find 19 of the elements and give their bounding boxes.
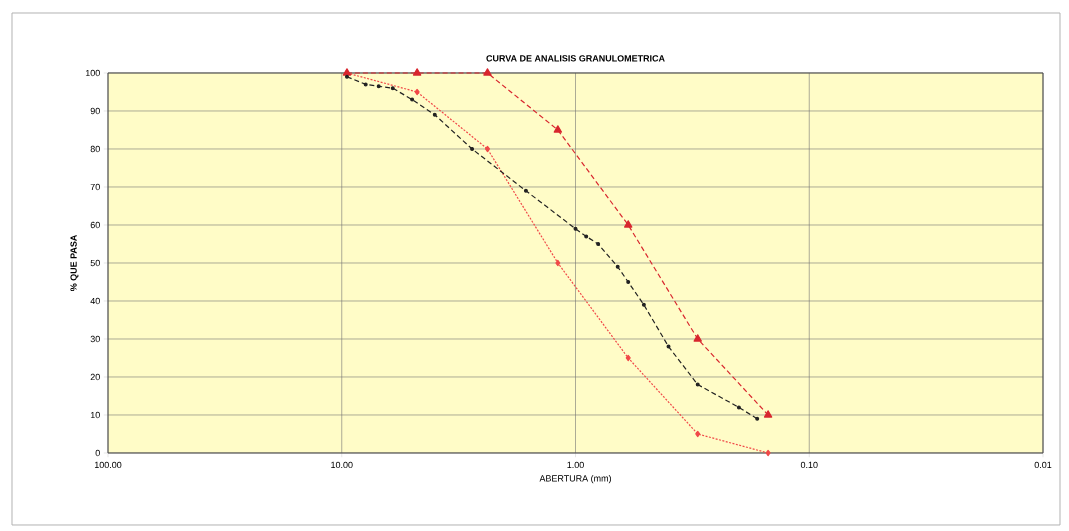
x-tick-label: 100.00 (94, 461, 122, 469)
y-tick-label: 20 (90, 373, 100, 381)
y-tick-label: 30 (90, 335, 100, 343)
y-tick-label: 0 (95, 449, 100, 457)
x-axis-title: ABERTURA (mm) (539, 474, 611, 484)
y-tick-label: 40 (90, 297, 100, 305)
y-tick-label: 10 (90, 411, 100, 419)
x-tick-label: 0.10 (800, 461, 818, 469)
y-axis-title: % QUE PASA (70, 234, 79, 292)
y-tick-label: 60 (90, 221, 100, 229)
y-tick-label: 50 (90, 259, 100, 267)
y-tick-label: 80 (90, 145, 100, 153)
y-tick-label: 90 (90, 107, 100, 115)
x-tick-label: 10.00 (331, 461, 353, 469)
x-tick-label: 1.00 (567, 461, 584, 469)
x-tick-label: 0.01 (1034, 461, 1052, 469)
chart-title: CURVA DE ANALISIS GRANULOMETRICA (486, 55, 665, 62)
y-tick-label: 70 (90, 183, 100, 191)
y-tick-label: 100 (85, 69, 100, 77)
